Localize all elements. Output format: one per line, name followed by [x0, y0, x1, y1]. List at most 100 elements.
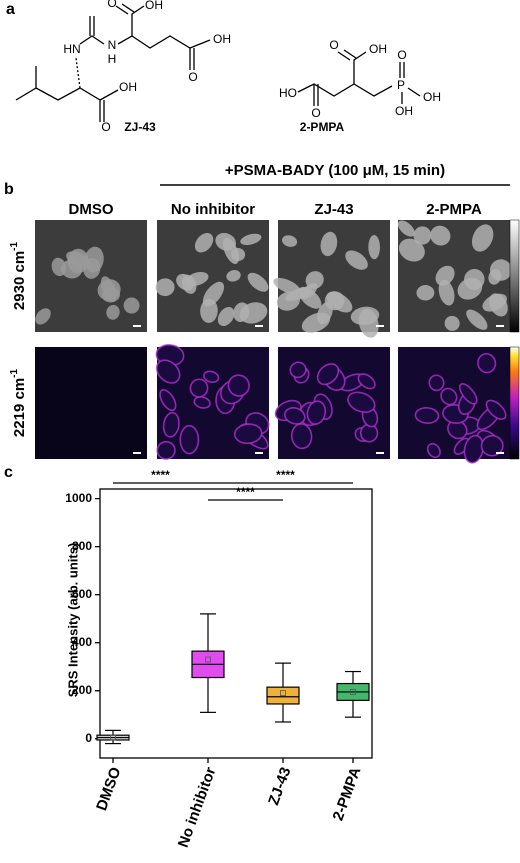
cell — [247, 272, 269, 292]
row-label: 2219 cm-1 — [9, 369, 28, 438]
cell — [193, 396, 211, 409]
cell — [67, 248, 89, 274]
cell — [466, 309, 488, 330]
y-tick-label: 200 — [72, 683, 92, 697]
cell — [189, 378, 209, 398]
significance-label: **** — [276, 468, 295, 482]
y-tick-label: 1000 — [65, 491, 92, 505]
structure-pmpa — [297, 49, 421, 106]
x-tick-label: ZJ-43 — [265, 765, 294, 808]
cell — [464, 268, 485, 290]
row-label: 2930 cm-1 — [9, 242, 28, 311]
cell — [485, 399, 507, 421]
y-tick-label: 400 — [72, 635, 92, 649]
cell — [282, 235, 298, 247]
atom: P — [397, 78, 405, 92]
y-axis-title: SRS Intensity (arb. units) — [65, 543, 80, 698]
atom: OH — [213, 32, 231, 46]
atom: OH — [119, 80, 137, 94]
cell — [35, 308, 51, 325]
panel-label: c — [4, 464, 13, 481]
cell — [233, 423, 263, 445]
atom: O — [101, 120, 110, 134]
column-title: DMSO — [69, 201, 114, 218]
cell — [368, 234, 380, 260]
row-label-sup: -1 — [9, 369, 20, 378]
cell — [155, 359, 181, 384]
cell — [240, 233, 262, 246]
atom: H — [108, 52, 117, 66]
cell — [51, 257, 67, 277]
cell — [324, 291, 345, 311]
cell — [283, 407, 306, 425]
cell — [430, 225, 451, 246]
cell — [202, 281, 225, 307]
cell — [471, 224, 494, 252]
cell — [398, 238, 425, 262]
atom: HO — [279, 86, 297, 100]
cell — [299, 283, 318, 300]
y-tick-label: 800 — [72, 539, 92, 553]
panel-label: b — [4, 181, 14, 198]
cell — [301, 312, 331, 333]
atom: O — [188, 70, 197, 84]
cell — [106, 304, 120, 320]
atom: N — [108, 38, 117, 52]
colorbar — [509, 219, 520, 333]
cell — [179, 424, 200, 455]
cell — [413, 226, 432, 245]
row-label-sup: -1 — [9, 242, 20, 251]
cell — [345, 250, 368, 270]
compound-name: ZJ-43 — [124, 120, 156, 134]
cell — [156, 440, 176, 460]
mean — [205, 656, 211, 663]
cell — [97, 279, 121, 301]
cell — [414, 407, 440, 424]
cell — [440, 387, 458, 406]
cell — [416, 285, 435, 301]
atom: OH — [145, 0, 163, 12]
cell — [123, 297, 140, 314]
cell — [226, 270, 241, 282]
row-label-text: 2930 cm — [11, 251, 28, 310]
treatment-label: +PSMA-BADY (100 μM, 15 min) — [225, 162, 445, 179]
chart: 0 200 400 600 800 1000 DMSO No inhibitor ZJ-43 2-… — [65, 468, 373, 850]
cell — [289, 361, 307, 379]
cell — [477, 352, 497, 374]
atom: OH — [395, 104, 413, 118]
significance-label: **** — [151, 468, 170, 482]
atom: HN — [63, 42, 80, 56]
mean — [350, 689, 356, 695]
cell — [350, 306, 380, 326]
cell — [227, 374, 250, 397]
cell — [357, 373, 376, 390]
cell — [276, 291, 301, 311]
cell — [320, 231, 338, 257]
cell — [435, 265, 455, 286]
atom: O — [107, 0, 116, 10]
x-tick-label: DMSO — [93, 765, 124, 813]
compound-name: 2-PMPA — [300, 120, 345, 134]
cell — [155, 278, 175, 297]
panel-label: a — [6, 1, 15, 18]
cell — [428, 374, 445, 392]
cell — [162, 411, 180, 438]
x-tick-label: No inhibitor — [175, 765, 220, 850]
atom: O — [311, 106, 320, 120]
mean — [280, 690, 286, 697]
column-title: ZJ-43 — [314, 201, 353, 218]
cell — [194, 232, 214, 253]
cell — [444, 315, 460, 331]
mean — [110, 734, 116, 741]
cell — [176, 273, 194, 291]
cell — [489, 259, 512, 281]
micrograph — [35, 347, 147, 459]
cell — [217, 307, 235, 327]
x-tick-label: 2-PMPA — [330, 765, 365, 823]
significance-label: **** — [236, 485, 255, 499]
atom: OH — [369, 42, 387, 56]
cell — [458, 383, 478, 405]
y-tick-label: 600 — [72, 587, 92, 601]
